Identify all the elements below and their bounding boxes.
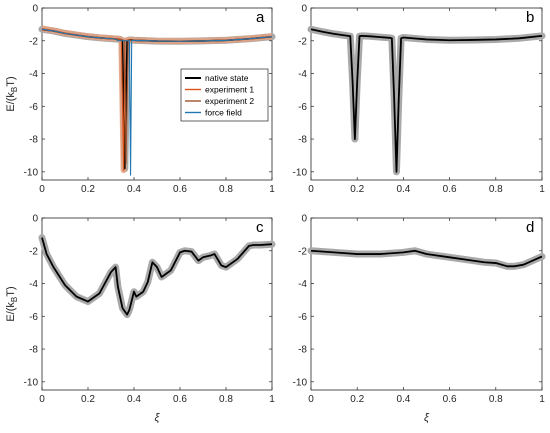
x-tick-label: 0.6 [443, 184, 457, 195]
series-line-force-field [41, 28, 273, 176]
x-tick-label: 0.4 [127, 184, 141, 195]
x-tick-label: 0.2 [81, 184, 95, 195]
y-tick-label: -4 [298, 69, 307, 80]
series-line [310, 249, 543, 268]
x-tick-label: 1 [269, 394, 275, 405]
panel-c: 0 0.2 0.4 0.6 0.8 1 0 -2 -4 -6 -8 -10 c E/(kBT) ξ [5, 214, 276, 424]
panel-letter: c [256, 219, 264, 236]
y-tick-label: 0 [301, 4, 307, 15]
legend-entry: experiment 2 [205, 96, 254, 106]
legend-entry: native state [205, 73, 249, 83]
axes-box [310, 217, 543, 391]
x-tick-label: 1 [539, 184, 545, 195]
axes-box [41, 217, 273, 391]
y-tick-label: -2 [29, 36, 38, 47]
legend-entry: experiment 1 [205, 85, 254, 95]
x-axis-label: ξ [155, 412, 161, 424]
y-tick-label: -6 [298, 312, 307, 323]
panel-letter: d [526, 219, 534, 236]
x-tick-label: 0.2 [81, 394, 95, 405]
x-tick-label: 0 [39, 394, 45, 405]
y-tick-label: -6 [29, 312, 38, 323]
panel-a: 0 0.2 0.4 0.6 0.8 1 0 -2 -4 -6 -8 -10 a E/(kBT) native… [5, 4, 276, 195]
x-tick-label: 0.6 [443, 394, 457, 405]
x-tick-label: 0.8 [219, 184, 233, 195]
x-tick-label: 1 [269, 184, 275, 195]
x-tick-label: 1 [539, 394, 545, 405]
y-tick-label: -10 [24, 377, 39, 388]
y-tick-label: -8 [298, 135, 307, 146]
y-tick-label: -6 [298, 102, 307, 113]
x-tick-label: 0 [39, 184, 45, 195]
legend-entry: force field [205, 108, 242, 118]
y-axis-label: E/(kBT) [5, 76, 19, 111]
x-tick-label: 0.2 [350, 184, 364, 195]
x-tick-label: 0.4 [396, 394, 410, 405]
y-tick-label: -8 [29, 135, 38, 146]
x-axis-label: ξ [424, 412, 430, 424]
x-tick-label: 0.8 [489, 184, 503, 195]
panel-letter: b [526, 9, 534, 26]
y-tick-label: -4 [29, 279, 38, 290]
y-tick-label: -10 [293, 167, 308, 178]
x-tick-label: 0.6 [173, 184, 187, 195]
panel-b: 0 0.2 0.4 0.6 0.8 1 0 -2 -4 -6 -8 -10 b [293, 4, 546, 195]
y-tick-label: -2 [298, 246, 307, 257]
y-tick-label: -6 [29, 102, 38, 113]
y-tick-label: 0 [32, 4, 38, 15]
y-tick-label: -4 [29, 69, 38, 80]
y-tick-label: 0 [32, 214, 38, 225]
x-tick-label: 0.4 [127, 394, 141, 405]
x-tick-label: 0.6 [173, 394, 187, 405]
series-line [310, 28, 543, 173]
y-axis-label: E/(kBT) [5, 286, 19, 321]
y-tick-label: -10 [293, 377, 308, 388]
y-tick-label: 0 [301, 214, 307, 225]
y-tick-label: -2 [29, 246, 38, 257]
x-tick-label: 0 [308, 184, 314, 195]
x-tick-label: 0.8 [489, 394, 503, 405]
panel-d: 0 0.2 0.4 0.6 0.8 1 0 -2 -4 -6 -8 -10 d ξ [293, 214, 546, 424]
series-line [41, 237, 273, 316]
x-tick-label: 0.8 [219, 394, 233, 405]
x-tick-label: 0 [308, 394, 314, 405]
panel-letter: a [256, 9, 265, 26]
y-tick-label: -10 [24, 167, 39, 178]
y-tick-label: -4 [298, 279, 307, 290]
y-tick-label: -8 [298, 345, 307, 356]
y-tick-label: -8 [29, 345, 38, 356]
y-tick-label: -2 [298, 36, 307, 47]
x-tick-label: 0.2 [350, 394, 364, 405]
x-tick-label: 0.4 [396, 184, 410, 195]
